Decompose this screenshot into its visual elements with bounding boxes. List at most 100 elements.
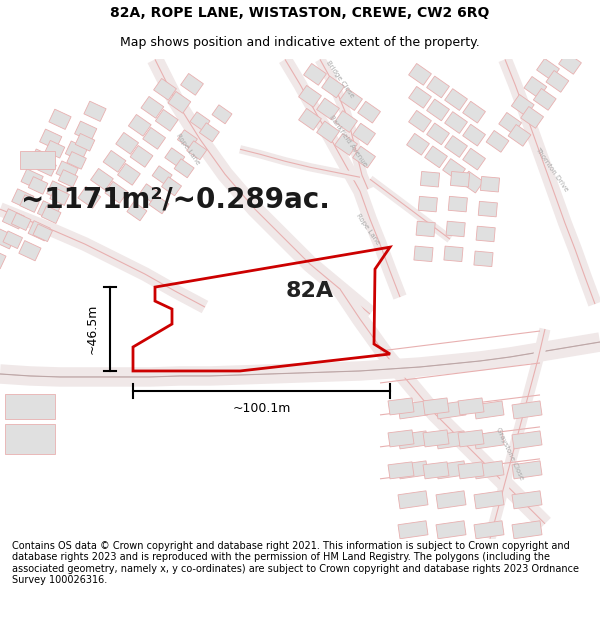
Polygon shape [75, 134, 95, 151]
Polygon shape [21, 169, 43, 189]
Polygon shape [128, 114, 151, 136]
Text: 82A: 82A [286, 281, 334, 301]
Polygon shape [409, 111, 431, 132]
Polygon shape [299, 86, 322, 107]
Polygon shape [398, 401, 428, 419]
Polygon shape [451, 171, 470, 187]
Polygon shape [161, 177, 182, 196]
Polygon shape [463, 101, 485, 123]
Polygon shape [20, 195, 40, 212]
Text: ~100.1m: ~100.1m [232, 402, 290, 416]
Polygon shape [165, 148, 185, 167]
Polygon shape [340, 89, 362, 111]
Polygon shape [445, 136, 467, 158]
Text: Rope Lane: Rope Lane [355, 213, 381, 246]
Polygon shape [423, 430, 449, 447]
Polygon shape [103, 151, 126, 173]
Polygon shape [388, 462, 414, 479]
Polygon shape [436, 431, 466, 449]
Polygon shape [304, 64, 326, 85]
Text: Map shows position and indicative extent of the property.: Map shows position and indicative extent… [120, 36, 480, 49]
Polygon shape [155, 109, 178, 131]
Text: Contains OS data © Crown copyright and database right 2021. This information is : Contains OS data © Crown copyright and d… [12, 541, 579, 586]
Polygon shape [20, 151, 55, 169]
Polygon shape [58, 169, 78, 187]
Text: Bridge Close: Bridge Close [325, 60, 355, 99]
Polygon shape [130, 146, 153, 168]
Polygon shape [461, 171, 484, 193]
Polygon shape [30, 149, 53, 169]
Polygon shape [448, 196, 467, 212]
Polygon shape [74, 121, 97, 141]
Polygon shape [388, 430, 414, 447]
Polygon shape [84, 101, 106, 121]
Polygon shape [416, 221, 435, 237]
Polygon shape [56, 161, 78, 181]
Polygon shape [423, 398, 449, 415]
Polygon shape [458, 398, 484, 415]
Text: Thornton Drive: Thornton Drive [535, 146, 569, 192]
Polygon shape [486, 131, 509, 152]
Polygon shape [421, 171, 440, 187]
Polygon shape [436, 521, 466, 539]
Polygon shape [512, 491, 542, 509]
Polygon shape [418, 196, 437, 212]
Polygon shape [5, 394, 55, 419]
Polygon shape [78, 186, 101, 208]
Polygon shape [3, 231, 23, 249]
Polygon shape [50, 188, 70, 206]
Polygon shape [143, 127, 166, 149]
Polygon shape [388, 398, 414, 415]
Polygon shape [141, 96, 164, 118]
Polygon shape [474, 401, 504, 419]
Polygon shape [512, 431, 542, 449]
Polygon shape [446, 221, 465, 237]
Polygon shape [181, 74, 203, 95]
Polygon shape [28, 177, 48, 194]
Polygon shape [458, 430, 484, 447]
Polygon shape [458, 462, 484, 479]
Polygon shape [474, 461, 504, 479]
Polygon shape [67, 151, 86, 169]
Polygon shape [33, 224, 53, 242]
Polygon shape [398, 461, 428, 479]
Polygon shape [154, 79, 176, 100]
Polygon shape [2, 209, 25, 229]
Polygon shape [335, 134, 358, 156]
Polygon shape [65, 141, 88, 161]
Polygon shape [414, 246, 433, 262]
Polygon shape [118, 164, 140, 185]
Polygon shape [427, 123, 449, 145]
Polygon shape [436, 491, 466, 509]
Polygon shape [322, 76, 344, 98]
Polygon shape [168, 91, 191, 113]
Polygon shape [127, 202, 147, 221]
Polygon shape [174, 159, 194, 177]
Polygon shape [478, 201, 497, 217]
Polygon shape [476, 226, 495, 242]
Polygon shape [436, 461, 466, 479]
Polygon shape [212, 105, 232, 124]
Polygon shape [474, 491, 504, 509]
Polygon shape [47, 181, 69, 201]
Polygon shape [335, 111, 358, 132]
Polygon shape [37, 159, 56, 176]
Polygon shape [140, 184, 160, 203]
Polygon shape [5, 424, 55, 454]
Polygon shape [463, 124, 485, 146]
Text: Rope Lane: Rope Lane [175, 132, 201, 166]
Polygon shape [41, 206, 61, 224]
Polygon shape [353, 123, 376, 145]
Text: ~1171m²/~0.289ac.: ~1171m²/~0.289ac. [20, 185, 329, 213]
Polygon shape [19, 241, 41, 261]
Polygon shape [511, 94, 534, 116]
Polygon shape [317, 121, 340, 142]
Polygon shape [481, 176, 500, 192]
Polygon shape [398, 521, 428, 539]
Polygon shape [445, 112, 467, 133]
Polygon shape [443, 159, 466, 181]
Polygon shape [409, 86, 431, 108]
Polygon shape [11, 189, 34, 209]
Polygon shape [299, 108, 322, 130]
Polygon shape [398, 491, 428, 509]
